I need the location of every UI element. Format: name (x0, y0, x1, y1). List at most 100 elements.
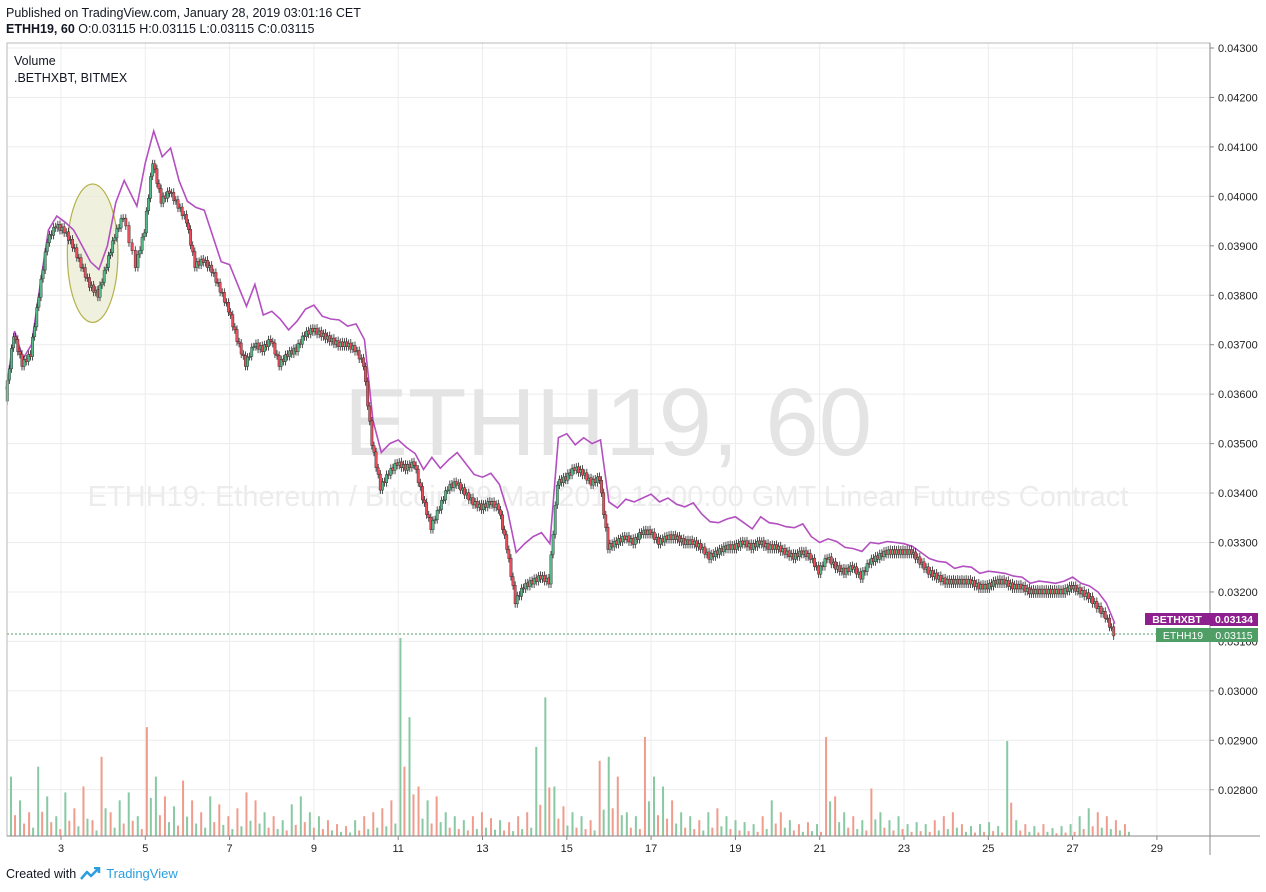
candle-body (166, 191, 169, 199)
price-tick-label: 0.03000 (1218, 686, 1258, 698)
ohlc-low: L:0.03115 (199, 22, 255, 36)
candle-body (111, 240, 115, 253)
volume-bar (729, 829, 732, 836)
candle-body (10, 348, 13, 370)
volume-bar (308, 812, 311, 836)
candle-body (598, 476, 601, 481)
volume-bar (797, 824, 800, 836)
volume-bar (806, 822, 809, 836)
candle-body (273, 342, 277, 355)
annotation-ellipse[interactable] (66, 183, 119, 324)
volume-bar (240, 826, 243, 836)
candle-body (819, 565, 823, 575)
candle-body (1103, 611, 1107, 619)
volume-bar (145, 727, 148, 836)
candle-body (109, 252, 112, 256)
candle-body (813, 557, 816, 567)
candle-body (184, 214, 188, 224)
chart-watermark: ETHH19, 60 ETHH19: Ethereum / Bitcoin 29… (88, 369, 1129, 513)
volume-bar (820, 831, 823, 836)
candle-body (446, 489, 450, 492)
price-tick-label: 0.03300 (1218, 538, 1258, 550)
volume-bar (122, 823, 125, 836)
candle-body (566, 473, 570, 481)
footer: Created with TradingView (6, 866, 178, 881)
volume-bar (1100, 827, 1103, 836)
tradingview-brand[interactable]: TradingView (106, 866, 178, 881)
price-tick-label: 0.04000 (1218, 191, 1258, 203)
volume-bar (95, 830, 98, 836)
candle-body (458, 482, 462, 491)
candle-body (1112, 626, 1116, 637)
volume-bar (951, 812, 954, 836)
candle-body (66, 231, 70, 241)
volume-bar (109, 812, 112, 836)
candle-body (35, 307, 39, 328)
volume-bar (222, 824, 225, 836)
candle-body (239, 342, 243, 355)
volume-bar (747, 831, 750, 836)
volume-bar (1096, 812, 1099, 836)
volume-bar (59, 829, 62, 836)
time-tick-label: 7 (227, 843, 233, 855)
price-tick-label: 0.02800 (1218, 785, 1258, 797)
candle-body (83, 267, 87, 278)
volume-bar (1109, 829, 1112, 836)
volume-bar (702, 830, 705, 836)
candle-body (551, 534, 555, 555)
volume-bar (430, 823, 433, 836)
candle-body (442, 499, 445, 502)
candle-body (372, 445, 376, 453)
candle-body (652, 531, 656, 540)
volume-bar (471, 816, 474, 836)
volume-bar (653, 776, 656, 836)
time-tick-label: 5 (142, 843, 148, 855)
volume-bar (363, 816, 366, 836)
candle-body (43, 251, 47, 271)
volume-bar (765, 829, 768, 836)
time-axis[interactable]: 3 5 7 9 11 13 15 17 19 21 23 25 27 29 (58, 836, 1163, 855)
candle-body (102, 270, 106, 283)
candle-body (14, 336, 18, 340)
legend-compare[interactable]: .BETHXBT, BITMEX (14, 71, 128, 85)
candle-body (1099, 606, 1103, 614)
volume-bar (345, 826, 348, 836)
candle-body (549, 554, 553, 585)
price-axis[interactable]: 0.04300 0.04200 0.04100 0.04000 0.03900 0.038… (1210, 43, 1258, 797)
candle-body (633, 537, 637, 545)
ohlc-high: H:0.03115 (139, 22, 196, 36)
volume-bar (680, 812, 683, 836)
compare-series-bethxbt (5, 128, 1116, 624)
candle-body (159, 188, 163, 204)
candle-body (155, 168, 159, 184)
volume-bar (611, 808, 614, 836)
candle-body (1087, 592, 1090, 600)
volume-bar (1127, 831, 1130, 836)
candle-body (284, 354, 287, 362)
volume-bar (942, 816, 945, 836)
candle-body (31, 337, 34, 357)
candle-body (425, 502, 429, 516)
volume-bar (349, 832, 352, 836)
volume-bar (285, 830, 288, 836)
volume-bar (421, 818, 424, 836)
price-tick-label: 0.03200 (1218, 587, 1258, 599)
volume-bar (693, 829, 696, 836)
candle-body (16, 339, 20, 352)
volume-bar (897, 816, 900, 836)
volume-bar (299, 796, 302, 836)
time-tick-label: 21 (814, 843, 826, 855)
volume-bar (182, 780, 185, 836)
volume-bar (584, 829, 587, 836)
volume-bar (484, 827, 487, 836)
candle-body (1108, 617, 1111, 628)
candle-body (922, 561, 926, 570)
candle-body (157, 183, 161, 190)
volume-bar (1010, 802, 1013, 836)
candle-body (267, 339, 270, 347)
candle-body (703, 546, 707, 555)
candle-body (581, 468, 585, 476)
candle-body (376, 467, 380, 475)
legend-volume[interactable]: Volume (14, 54, 56, 68)
